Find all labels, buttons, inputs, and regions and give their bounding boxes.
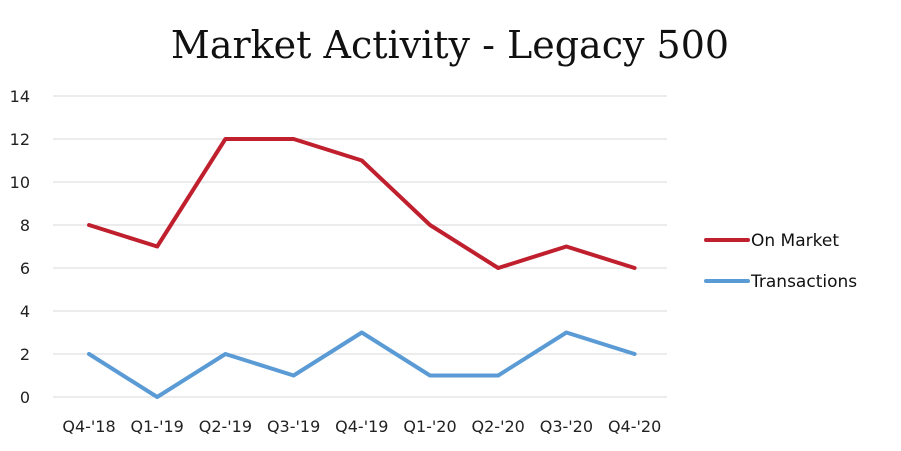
- series-lines: [87, 137, 637, 399]
- legend: On Market Transactions: [704, 231, 857, 292]
- y-tick-label: 4: [20, 302, 30, 321]
- series-line-transactions: [87, 330, 637, 399]
- x-tick-label: Q2-'20: [472, 417, 525, 436]
- y-tick-label: 14: [10, 87, 30, 106]
- y-tick-label: 10: [10, 173, 30, 192]
- gridlines: [53, 95, 667, 398]
- x-tick-label: Q3-'20: [540, 417, 593, 436]
- x-tick-label: Q3-'19: [267, 417, 320, 436]
- x-tick-label: Q4-'20: [608, 417, 661, 436]
- x-tick-label: Q1-'19: [131, 417, 184, 436]
- y-axis-ticks: 0 2 4 6 8 10 12 14: [10, 87, 30, 407]
- legend-label: Transactions: [750, 272, 857, 292]
- x-tick-label: Q2-'19: [199, 417, 252, 436]
- chart-title: Market Activity - Legacy 500: [171, 23, 729, 67]
- y-tick-label: 8: [20, 216, 30, 235]
- x-tick-label: Q4-'18: [62, 417, 115, 436]
- x-tick-label: Q1-'20: [403, 417, 456, 436]
- y-tick-label: 6: [20, 259, 30, 278]
- x-tick-label: Q4-'19: [335, 417, 388, 436]
- y-tick-label: 0: [20, 388, 30, 407]
- y-tick-label: 2: [20, 345, 30, 364]
- x-axis-ticks: Q4-'18 Q1-'19 Q2-'19 Q3-'19 Q4-'19 Q1-'20 Q2-'…: [62, 417, 661, 436]
- y-tick-label: 12: [10, 130, 30, 149]
- legend-label: On Market: [751, 231, 839, 251]
- series-line-on-market: [87, 137, 637, 270]
